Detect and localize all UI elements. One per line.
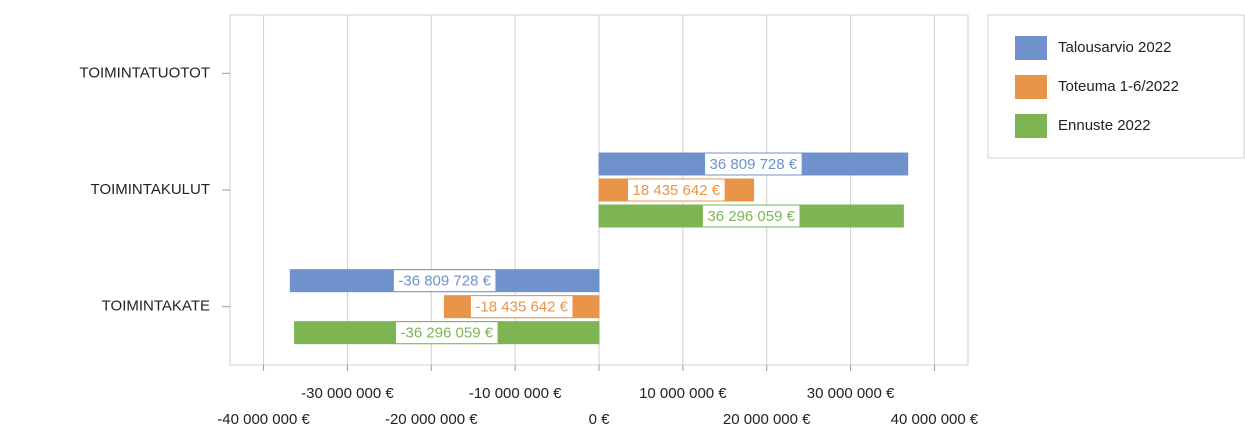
- x-tick-label: -10 000 000 €: [469, 385, 562, 402]
- value-label-box: [627, 178, 726, 202]
- x-tick-label: -30 000 000 €: [301, 385, 394, 402]
- legend-label: Toteuma 1-6/2022: [1058, 78, 1179, 95]
- value-label-box: [704, 152, 803, 176]
- value-label: -36 296 059 €: [401, 325, 494, 342]
- x-tick-label: 10 000 000 €: [639, 385, 727, 402]
- y-tick-label: TOIMINTATUOTOT: [79, 64, 210, 81]
- value-label-box: [701, 204, 801, 228]
- value-label: -36 809 728 €: [398, 273, 491, 290]
- legend-label: Talousarvio 2022: [1058, 39, 1171, 56]
- value-label: 36 809 728 €: [710, 156, 798, 173]
- value-label-box: [469, 295, 574, 319]
- legend-swatch: [1015, 114, 1047, 138]
- legend-swatch: [1015, 75, 1047, 99]
- x-tick-label: 20 000 000 €: [723, 411, 811, 428]
- x-tick-label: 40 000 000 €: [891, 411, 979, 428]
- value-label: 18 435 642 €: [633, 182, 721, 199]
- legend-label: Ennuste 2022: [1058, 117, 1151, 134]
- x-tick-label: 30 000 000 €: [807, 385, 895, 402]
- value-label: 36 296 059 €: [707, 208, 795, 225]
- legend-swatch: [1015, 36, 1047, 60]
- x-tick-label: 0 €: [589, 411, 611, 428]
- value-label: -18 435 642 €: [475, 299, 568, 316]
- y-tick-label: TOIMINTAKULUT: [91, 181, 210, 198]
- x-tick-label: -40 000 000 €: [217, 411, 310, 428]
- value-label-box: [392, 269, 497, 293]
- y-tick-label: TOIMINTAKATE: [102, 298, 210, 315]
- x-tick-label: -20 000 000 €: [385, 411, 478, 428]
- value-label-box: [395, 321, 499, 345]
